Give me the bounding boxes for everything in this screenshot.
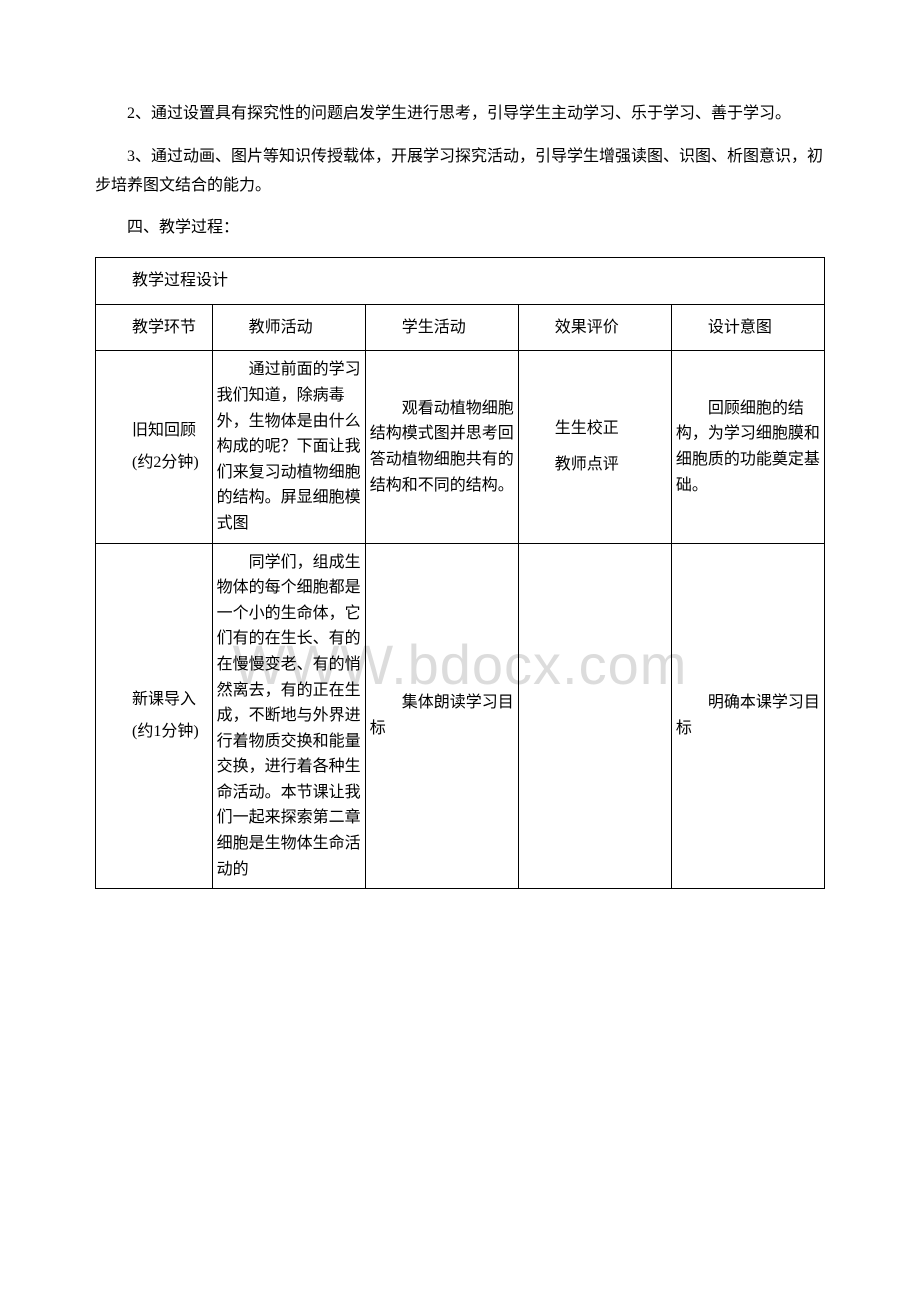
row2-col4 (518, 543, 671, 889)
header-col-3: 学生活动 (365, 304, 518, 351)
row1-col4: 生生校正教师点评 (518, 351, 671, 543)
row1-col2: 通过前面的学习我们知道，除病毒外，生物体是由什么构成的呢？下面让我们来复习动植物… (212, 351, 365, 543)
table-row: 新课导入(约1分钟) 同学们，组成生物体的每个细胞都是一个小的生命体，它们有的在… (96, 543, 825, 889)
paragraph-2: 3、通过动画、图片等知识传授载体，开展学习探究活动，引导学生增强读图、识图、析图… (95, 143, 825, 201)
row2-col1: 新课导入(约1分钟) (96, 543, 213, 889)
row1-col3: 观看动植物细胞结构模式图并思考回答动植物细胞共有的结构和不同的结构。 (365, 351, 518, 543)
paragraph-1: 2、通过设置具有探究性的问题启发学生进行思考，引导学生主动学习、乐于学习、善于学… (95, 100, 825, 129)
table-title-row: 教学过程设计 (96, 258, 825, 305)
row2-col5: 明确本课学习目标 (671, 543, 824, 889)
table-header-row: 教学环节 教师活动 学生活动 效果评价 设计意图 (96, 304, 825, 351)
table-row: 旧知回顾(约2分钟) 通过前面的学习我们知道，除病毒外，生物体是由什么构成的呢？… (96, 351, 825, 543)
header-col-5: 设计意图 (671, 304, 824, 351)
row1-col1: 旧知回顾(约2分钟) (96, 351, 213, 543)
row1-col5: 回顾细胞的结构，为学习细胞膜和细胞质的功能奠定基础。 (671, 351, 824, 543)
row2-col2: 同学们，组成生物体的每个细胞都是一个小的生命体，它们有的在生长、有的在慢慢变老、… (212, 543, 365, 889)
row2-col3: 集体朗读学习目标 (365, 543, 518, 889)
paragraph-3: 四、教学过程： (95, 214, 825, 243)
teaching-process-table: 教学过程设计 教学环节 教师活动 学生活动 效果评价 设计意图 旧知回顾(约2分… (95, 257, 825, 889)
header-col-2: 教师活动 (212, 304, 365, 351)
header-col-1: 教学环节 (96, 304, 213, 351)
header-col-4: 效果评价 (518, 304, 671, 351)
table-title-cell: 教学过程设计 (96, 258, 825, 305)
